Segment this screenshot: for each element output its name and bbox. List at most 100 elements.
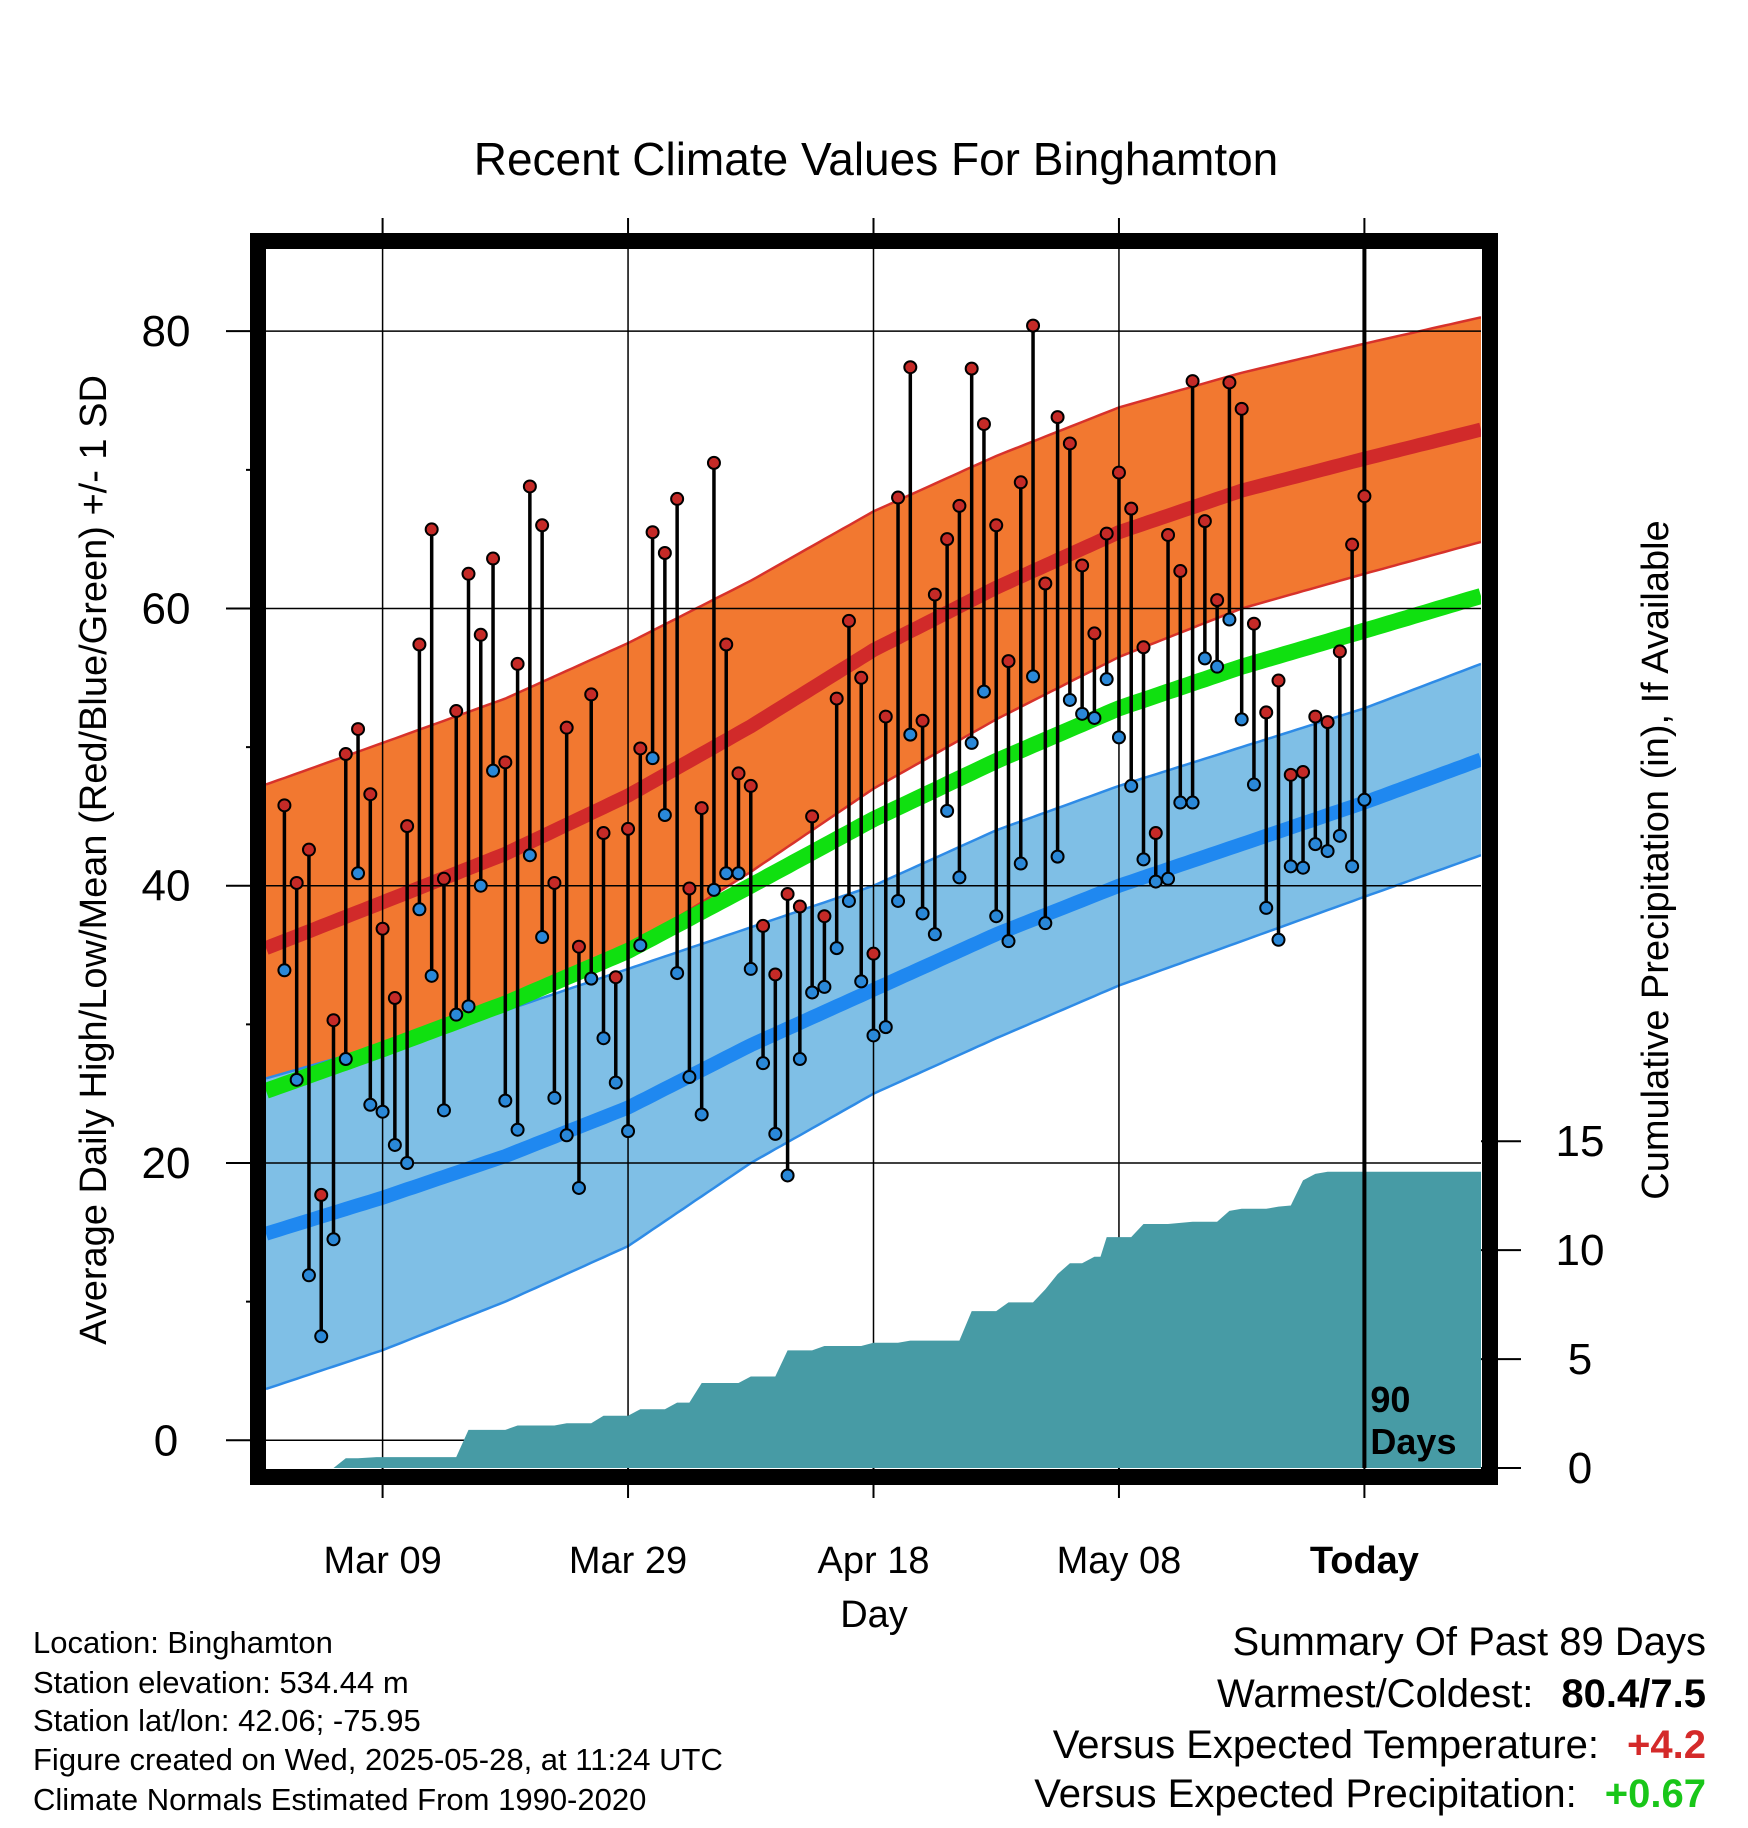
daily-low-point — [940, 803, 955, 818]
daily-high-point — [375, 921, 390, 936]
daily-high-point — [424, 522, 439, 537]
daily-high-point — [719, 637, 734, 652]
daily-high-point — [903, 360, 918, 375]
daily-high-point — [314, 1187, 329, 1202]
daily-low-point — [1087, 710, 1102, 725]
daily-low-point — [841, 893, 856, 908]
daily-low-point — [1210, 659, 1225, 674]
daily-low-point — [1296, 860, 1311, 875]
daily-high-point — [535, 518, 550, 533]
daily-high-point — [670, 491, 685, 506]
daily-high-point — [964, 361, 979, 376]
daily-high-point — [301, 842, 316, 857]
daily-high-point — [792, 899, 807, 914]
daily-high-point — [915, 713, 930, 728]
daily-low-point — [1148, 874, 1163, 889]
daily-low-point — [1124, 778, 1139, 793]
daily-high-point — [363, 787, 378, 802]
info-location: Location: Binghamton — [33, 1625, 333, 1660]
daily-low-point — [289, 1072, 304, 1087]
x-tick-label: May 08 — [1057, 1540, 1182, 1582]
daily-high-point — [498, 755, 513, 770]
daily-low-point — [952, 870, 967, 885]
daily-low-point — [1259, 900, 1274, 915]
daily-low-point — [817, 979, 832, 994]
daily-low-point — [314, 1329, 329, 1344]
daily-low-point — [1173, 795, 1188, 810]
left-tick-label: 40 — [142, 862, 191, 911]
daily-low-point — [1271, 932, 1286, 947]
daily-low-point — [1111, 730, 1126, 745]
precip-anomaly-label: Versus Expected Precipitation: — [1034, 1772, 1577, 1816]
daily-low-point — [1038, 916, 1053, 931]
daily-low-point — [400, 1156, 415, 1170]
daily-low-point — [1161, 871, 1176, 886]
precipitation-area — [266, 1171, 1481, 1468]
daily-high-point — [854, 670, 869, 685]
daily-low-point — [1246, 777, 1261, 792]
daily-low-point — [805, 985, 820, 1000]
daily-high-point — [1148, 826, 1163, 841]
daily-low-point — [571, 1180, 586, 1195]
daily-high-point — [571, 939, 586, 954]
x-tick-label: Mar 29 — [569, 1540, 687, 1582]
daily-high-point — [1173, 564, 1188, 579]
daily-low-point — [338, 1052, 353, 1067]
daily-high-point — [584, 687, 599, 702]
daily-high-point — [1271, 673, 1286, 688]
daily-high-point — [1246, 616, 1261, 631]
daily-low-point — [829, 941, 844, 956]
daily-high-point — [1222, 375, 1237, 390]
temp-anomaly-value: +4.2 — [1627, 1723, 1706, 1767]
daily-low-point — [756, 1056, 771, 1071]
daily-low-point — [670, 966, 685, 981]
daily-high-point — [1111, 465, 1126, 480]
daily-low-point — [436, 1103, 451, 1118]
daily-high-point — [436, 871, 451, 886]
daily-low-point — [1222, 612, 1237, 627]
daily-low-point — [633, 938, 648, 953]
daily-low-point — [559, 1128, 574, 1143]
summary-title: Summary Of Past 89 Days — [1232, 1620, 1706, 1664]
daily-high-point — [621, 821, 636, 836]
daily-high-point — [289, 875, 304, 890]
right-tick-label: 0 — [1568, 1444, 1592, 1493]
x-tick-label: Mar 09 — [323, 1540, 441, 1582]
daily-low-point — [792, 1052, 807, 1067]
daily-low-point — [1308, 837, 1323, 852]
daily-low-point — [486, 763, 501, 778]
daily-high-point — [351, 722, 366, 737]
daily-low-point — [621, 1124, 636, 1139]
chart-title: Recent Climate Values For Binghamton — [474, 133, 1279, 185]
daily-high-point — [559, 720, 574, 735]
daily-high-point — [1075, 558, 1090, 573]
daily-low-point — [1050, 849, 1065, 864]
daily-high-point — [486, 551, 501, 566]
daily-high-point — [1332, 644, 1347, 659]
daily-low-point — [1357, 792, 1372, 807]
daily-low-point — [1345, 859, 1360, 874]
y-axis-label-left: Average Daily High/Low/Mean (Red/Blue/Gr… — [73, 375, 115, 1345]
daily-low-point — [522, 848, 537, 863]
daily-low-point — [449, 1007, 464, 1022]
daily-low-point — [731, 866, 746, 881]
daily-low-point — [645, 751, 660, 766]
daily-high-point — [1357, 489, 1372, 504]
daily-high-point — [412, 637, 427, 652]
left-tick-label: 60 — [142, 584, 191, 633]
daily-low-point — [976, 684, 991, 699]
daily-low-point — [461, 999, 476, 1014]
daily-low-point — [424, 968, 439, 983]
daily-high-point — [866, 946, 881, 961]
daily-low-point — [694, 1107, 709, 1122]
daily-low-point — [547, 1090, 562, 1105]
daily-high-point — [976, 417, 991, 432]
daily-low-point — [854, 974, 869, 989]
daily-low-point — [351, 866, 366, 881]
right-tick-label: 5 — [1568, 1335, 1592, 1384]
daily-low-point — [1001, 934, 1016, 949]
left-tick-label: 20 — [142, 1139, 191, 1188]
daily-high-point — [817, 909, 832, 924]
daily-low-point — [498, 1093, 513, 1108]
daily-high-point — [1062, 436, 1077, 451]
